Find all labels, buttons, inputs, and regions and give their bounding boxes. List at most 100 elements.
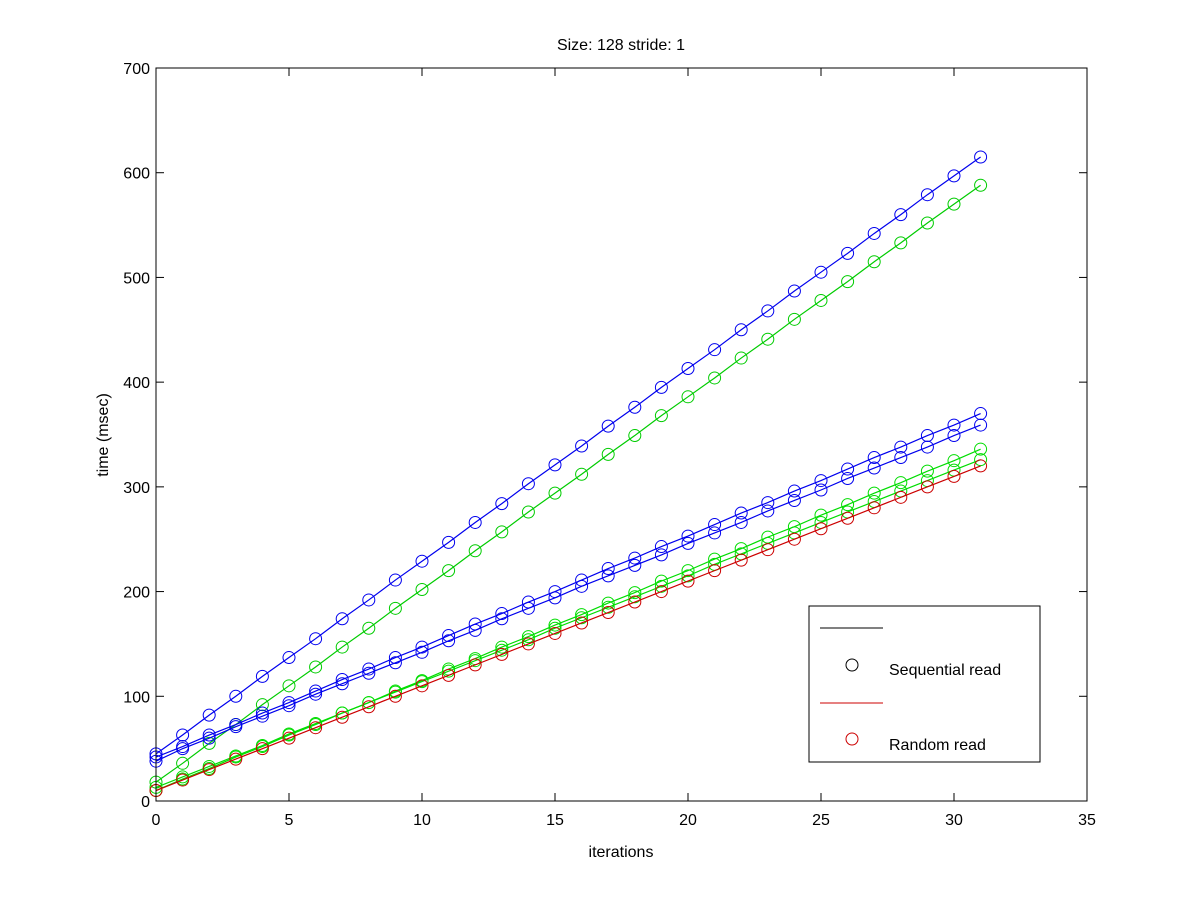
y-tick-label: 600	[123, 166, 150, 183]
data-point	[628, 400, 642, 414]
data-point	[974, 453, 988, 467]
legend-box	[808, 605, 1041, 763]
data-point	[894, 476, 908, 490]
data-point	[255, 669, 269, 683]
legend-marker-random	[845, 732, 859, 746]
data-point	[575, 611, 589, 625]
data-point	[814, 522, 828, 536]
data-point	[761, 496, 775, 510]
data-point	[335, 706, 349, 720]
y-tick-label: 200	[123, 585, 150, 602]
series-line	[155, 156, 981, 755]
data-point	[202, 728, 216, 742]
data-point	[787, 484, 801, 498]
data-point	[920, 480, 934, 494]
data-point	[388, 689, 402, 703]
data-point	[761, 304, 775, 318]
data-point	[575, 573, 589, 587]
data-point	[309, 721, 323, 735]
data-point	[628, 586, 642, 600]
data-point	[814, 474, 828, 488]
data-point	[415, 554, 429, 568]
y-tick-label: 700	[123, 61, 150, 78]
data-point	[335, 640, 349, 654]
x-tick-label: 20	[679, 812, 697, 829]
data-point	[362, 621, 376, 635]
data-point	[309, 684, 323, 698]
data-point	[654, 409, 668, 423]
data-point	[202, 708, 216, 722]
data-point	[495, 640, 509, 654]
x-axis-label: iterations	[589, 844, 654, 861]
series-line	[155, 448, 981, 792]
data-point	[548, 486, 562, 500]
data-point	[575, 439, 589, 453]
data-point	[548, 458, 562, 472]
legend: Sequential read Random read	[808, 605, 1041, 763]
data-point	[947, 469, 961, 483]
data-point	[202, 759, 216, 773]
data-point	[974, 442, 988, 456]
data-point	[309, 717, 323, 731]
data-point	[388, 651, 402, 665]
chart-title: Size: 128 stride: 1	[557, 37, 685, 54]
data-point	[974, 178, 988, 192]
data-point	[734, 553, 748, 567]
data-point	[628, 558, 642, 572]
data-point	[388, 573, 402, 587]
data-point	[415, 582, 429, 596]
data-point	[708, 518, 722, 532]
data-point	[468, 544, 482, 558]
series-line	[155, 465, 981, 792]
data-point	[575, 467, 589, 481]
data-point	[388, 656, 402, 670]
data-point	[468, 658, 482, 672]
data-point	[548, 618, 562, 632]
data-point	[867, 486, 881, 500]
data-point	[974, 407, 988, 421]
series-lower-blue-a	[149, 418, 988, 768]
data-point	[388, 601, 402, 615]
data-point	[255, 742, 269, 756]
data-point	[495, 647, 509, 661]
data-point	[761, 332, 775, 346]
data-point	[442, 668, 456, 682]
data-point	[974, 459, 988, 473]
series-lower-blue-b	[149, 407, 988, 764]
data-point	[947, 429, 961, 443]
data-point	[415, 645, 429, 659]
data-point	[628, 590, 642, 604]
data-point	[282, 731, 296, 745]
data-point	[628, 429, 642, 443]
data-point	[734, 323, 748, 337]
x-tick-label: 25	[812, 812, 830, 829]
x-tick-label: 15	[546, 812, 564, 829]
data-point	[628, 595, 642, 609]
data-point	[521, 477, 535, 491]
data-point	[761, 543, 775, 557]
data-point	[521, 505, 535, 519]
series-line	[155, 413, 981, 758]
data-point	[575, 608, 589, 622]
data-point	[947, 169, 961, 183]
data-point	[442, 664, 456, 678]
data-point	[894, 440, 908, 454]
data-point	[282, 727, 296, 741]
data-point	[654, 540, 668, 554]
data-point	[681, 574, 695, 588]
data-point	[974, 150, 988, 164]
y-tick-label: 100	[123, 689, 150, 706]
data-point	[282, 696, 296, 710]
data-point	[734, 506, 748, 520]
data-point	[335, 673, 349, 687]
data-point	[548, 626, 562, 640]
data-point	[255, 706, 269, 720]
data-point	[867, 226, 881, 240]
data-point	[628, 551, 642, 565]
data-point	[362, 700, 376, 714]
data-point	[708, 343, 722, 357]
data-point	[309, 632, 323, 646]
series-upper-blue	[149, 150, 988, 761]
data-point	[761, 504, 775, 518]
